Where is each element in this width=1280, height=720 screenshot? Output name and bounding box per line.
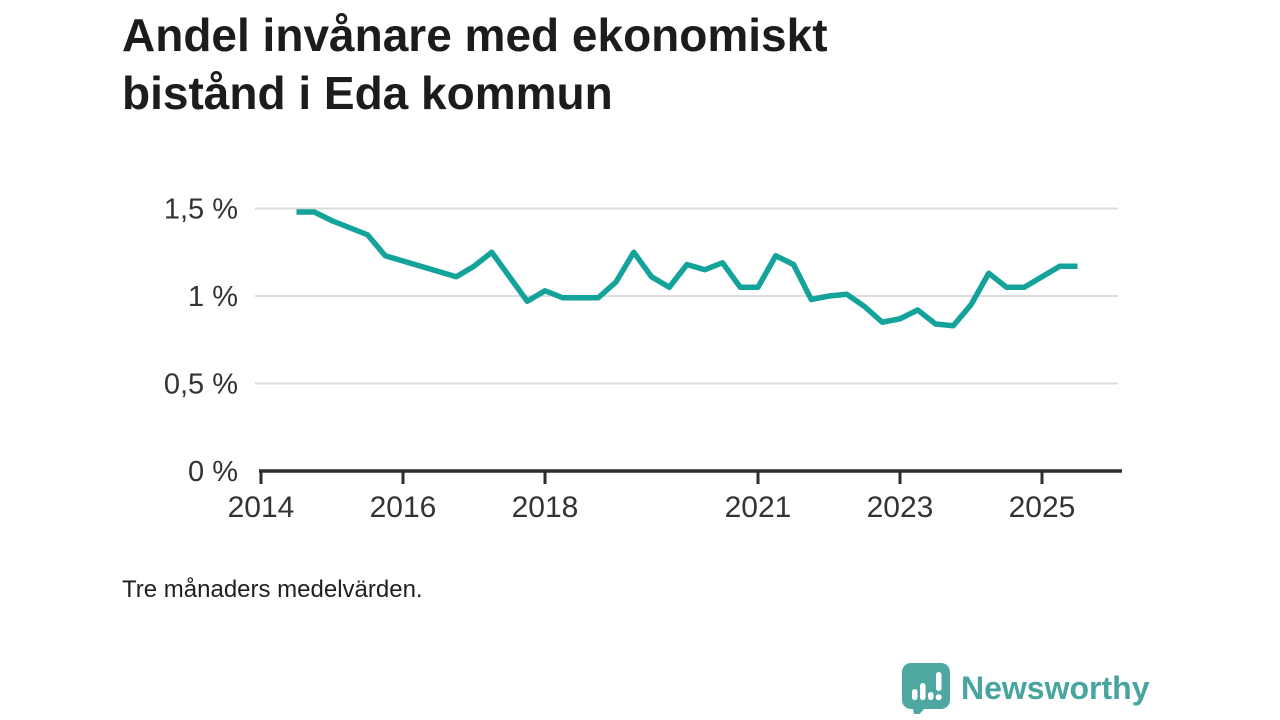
chart-title: Andel invånare med ekonomiskt bistånd i …: [122, 6, 828, 122]
x-tick-label: 2025: [1009, 491, 1076, 524]
x-tick-label: 2023: [867, 491, 934, 524]
chart-footnote: Tre månaders medelvärden.: [122, 576, 423, 603]
y-tick-label: 0 %: [188, 456, 238, 488]
data-series-line: [296, 209, 1078, 329]
x-tick-label: 2021: [725, 491, 792, 524]
y-tick-label: 1 %: [188, 281, 238, 313]
chart-title-line2: bistånd i Eda kommun: [122, 67, 613, 119]
x-tick-label: 2016: [370, 491, 437, 524]
newsworthy-logo: Newsworthy: [901, 662, 1149, 714]
newsworthy-logo-text: Newsworthy: [961, 669, 1150, 706]
chart-title-line1: Andel invånare med ekonomiskt: [122, 9, 828, 61]
bar-chart-speech-bubble-icon: [902, 663, 950, 714]
x-tick-label: 2014: [228, 491, 295, 524]
y-tick-label: 1,5 %: [164, 194, 238, 226]
y-tick-label: 0,5 %: [164, 369, 238, 401]
x-tick-label: 2018: [512, 491, 579, 524]
